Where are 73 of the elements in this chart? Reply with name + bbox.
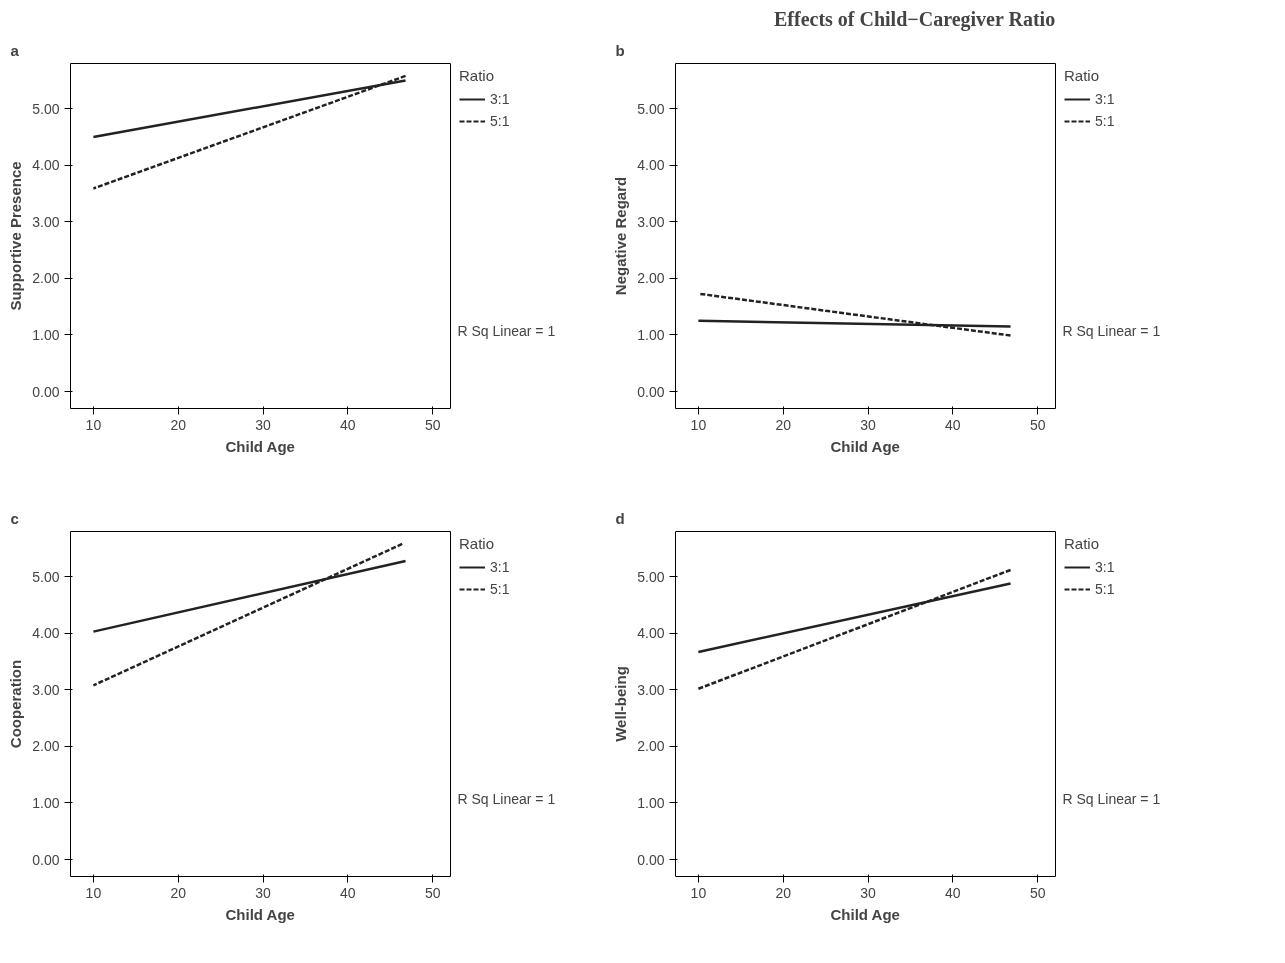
y-tick-label: 1.00 [32, 326, 60, 343]
legend-title: Ratio [459, 535, 496, 552]
x-axis-title: Child Age [830, 437, 900, 455]
x-tick-label: 50 [424, 884, 441, 901]
y-axis-title: Supportive Presence [7, 161, 25, 311]
legend-label: 3:1 [490, 559, 510, 575]
x-tick-label: 10 [85, 416, 102, 433]
x-tick-label: 40 [945, 416, 961, 433]
x-tick-label: 30 [255, 884, 272, 901]
text: R Sq Linear = 1 [457, 322, 556, 339]
x-tick-label: 10 [85, 884, 102, 901]
x-tick-label: 40 [945, 884, 961, 901]
x-tick-label: 20 [775, 884, 792, 901]
y-tick-label: 3.00 [32, 681, 60, 698]
x-tick-label: 50 [1029, 416, 1046, 433]
y-tick-label: 5.00 [32, 100, 60, 117]
x-tick-label: 40 [340, 884, 356, 901]
legend-label: 3:1 [490, 91, 510, 107]
text: R Sq Linear = 1 [1062, 322, 1161, 339]
legend-label: 3:1 [1095, 91, 1115, 107]
y-tick-label: 0.00 [637, 851, 665, 868]
y-tick-label: 2.00 [32, 738, 60, 755]
x-axis-title: Child Age [830, 905, 900, 923]
chart-subtitle: c [10, 509, 19, 527]
legend-label: 5:1 [490, 113, 510, 129]
y-tick-label: 5.00 [637, 100, 665, 117]
x-tick-label: 20 [775, 416, 792, 433]
y-tick-label: 1.00 [637, 326, 665, 343]
x-axis-title: Child Age [225, 905, 295, 923]
legend-title: Ratio [1064, 67, 1101, 84]
y-axis-title: Well-being [612, 666, 630, 742]
x-tick-label: 20 [170, 884, 187, 901]
legend-label: 5:1 [1095, 113, 1115, 129]
y-tick-label: 0.00 [32, 383, 60, 400]
chart-subtitle: a [10, 41, 20, 59]
y-tick-label: 4.00 [637, 625, 665, 642]
legend-title: Ratio [459, 67, 496, 84]
y-axis-title: Negative Regard [612, 176, 630, 296]
y-tick-label: 2.00 [32, 270, 60, 287]
x-tick-label: 20 [170, 416, 187, 433]
y-tick-label: 4.00 [637, 157, 665, 174]
x-tick-label: 30 [860, 416, 877, 433]
x-tick-label: 10 [690, 416, 707, 433]
y-tick-label: 3.00 [32, 213, 60, 230]
y-tick-label: 3.00 [637, 213, 665, 230]
y-axis-title: Cooperation [7, 659, 25, 749]
x-tick-label: 40 [340, 416, 356, 433]
y-tick-label: 5.00 [637, 568, 665, 585]
y-tick-label: 4.00 [32, 157, 60, 174]
y-tick-label: 2.00 [637, 270, 665, 287]
chart-subtitle: b [615, 41, 625, 59]
y-tick-label: 0.00 [32, 851, 60, 868]
y-tick-label: 1.00 [637, 794, 665, 811]
legend-label: 5:1 [490, 581, 510, 597]
x-tick-label: 50 [424, 416, 441, 433]
text: R Sq Linear = 1 [1062, 790, 1161, 807]
y-tick-label: 0.00 [637, 383, 665, 400]
x-tick-label: 10 [690, 884, 707, 901]
x-tick-label: 30 [255, 416, 272, 433]
y-tick-label: 2.00 [637, 738, 665, 755]
y-tick-label: 5.00 [32, 568, 60, 585]
y-tick-label: 1.00 [32, 794, 60, 811]
legend-label: 3:1 [1095, 559, 1115, 575]
x-tick-label: 30 [860, 884, 877, 901]
y-tick-label: 3.00 [637, 681, 665, 698]
text: R Sq Linear = 1 [457, 790, 556, 807]
y-tick-label: 4.00 [32, 625, 60, 642]
legend-label: 5:1 [1095, 581, 1115, 597]
chart-title: Effects of Child−Caregiver Ratio [773, 7, 1056, 31]
x-tick-label: 50 [1029, 884, 1046, 901]
legend-title: Ratio [1064, 535, 1101, 552]
chart-subtitle: d [615, 509, 625, 527]
x-axis-title: Child Age [225, 437, 295, 455]
